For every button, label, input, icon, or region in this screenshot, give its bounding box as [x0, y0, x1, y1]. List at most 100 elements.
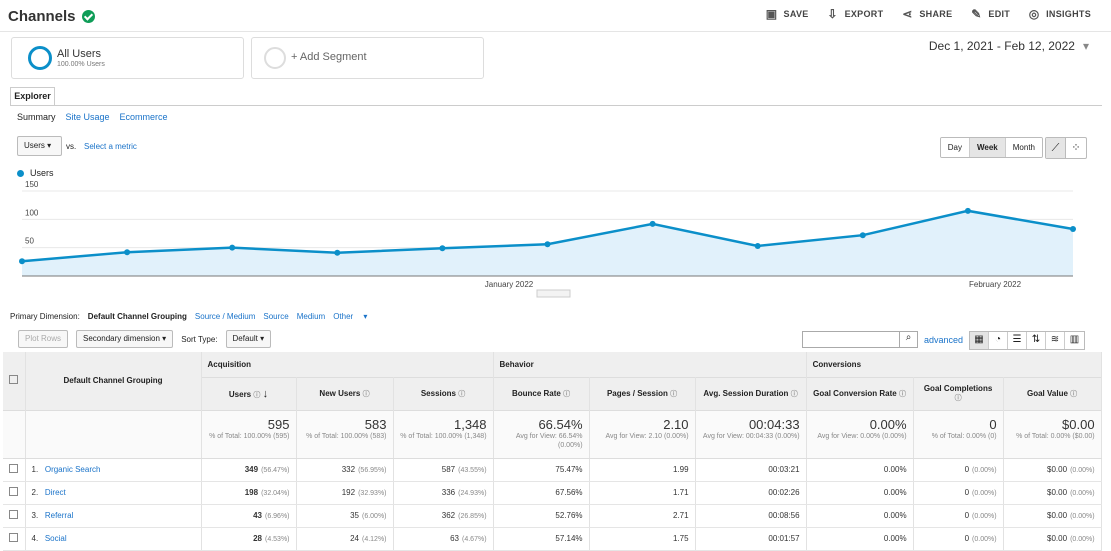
data-point	[859, 232, 866, 239]
day-button[interactable]: Day	[940, 138, 970, 157]
x-tick-label: January 2022	[485, 280, 534, 289]
column-header-7[interactable]: Goal Completions ⓘ	[913, 376, 1004, 410]
comparison-view-icon[interactable]: ⇅	[1027, 332, 1046, 349]
help-icon[interactable]: ⓘ	[362, 390, 370, 398]
conversions-header: Conversions	[806, 352, 1102, 377]
plot-rows-button[interactable]: Plot Rows	[18, 330, 69, 348]
help-icon[interactable]: ⓘ	[458, 390, 466, 398]
subnav: Summary Site Usage Ecommerce	[17, 112, 178, 122]
column-header-4[interactable]: Pages / Session ⓘ	[589, 376, 696, 410]
segment-all-users[interactable]: All Users 100.00% Users	[11, 37, 244, 79]
totals-row: 595% of Total: 100.00% (595) 583% of Tota…	[3, 409, 1102, 459]
total-cell: 2.10 Avg for View: 2.10 (0.00%)	[589, 409, 696, 459]
row-checkbox[interactable]	[9, 487, 19, 496]
metric-select[interactable]: Users ▾	[17, 136, 62, 156]
data-view-icon[interactable]: ▦	[970, 332, 989, 349]
column-header-8[interactable]: Goal Value ⓘ	[1003, 376, 1102, 410]
column-header-6[interactable]: Goal Conversion Rate ⓘ	[806, 376, 914, 410]
table-view-toggle: ▦ ◔ ☰ ⇅ ≋ ▥	[969, 331, 1085, 350]
dimension-source[interactable]: Source	[263, 312, 289, 321]
export-button[interactable]: ⇩ EXPORT	[827, 7, 884, 21]
data-point	[1070, 225, 1076, 232]
table-row: 3. Referral 43 (6.96%) 35 (6.00%) 362 (26.85%)…	[3, 504, 1102, 528]
acquisition-header: Acquisition	[201, 352, 494, 377]
x-tick-label: February 2022	[969, 280, 1022, 289]
tab-divider	[10, 105, 1102, 106]
help-icon[interactable]: ⓘ	[954, 395, 962, 402]
search-icon[interactable]: ⌕	[899, 332, 917, 347]
download-icon: ⇩	[827, 7, 838, 21]
data-point	[229, 244, 236, 251]
column-header-0[interactable]: Users ⓘ ↓	[201, 376, 297, 410]
line-chart: 150 100 50 January 2022 February 2022	[19, 180, 1076, 298]
data-point	[544, 241, 551, 248]
total-cell: 595% of Total: 100.00% (595)	[201, 409, 297, 459]
add-segment-button[interactable]: + Add Segment	[251, 37, 484, 79]
data-table: Default Channel Grouping Acquisition Behav…	[3, 352, 1102, 551]
channel-link[interactable]: Organic Search	[44, 465, 101, 474]
motion-chart-icon[interactable]: ⁘	[1071, 142, 1081, 154]
advanced-link[interactable]: advanced	[924, 335, 964, 345]
help-icon[interactable]: ⓘ	[1070, 390, 1078, 398]
column-header-2[interactable]: Sessions ⓘ	[393, 376, 494, 410]
column-header-1[interactable]: New Users ⓘ	[296, 376, 394, 410]
column-header-3[interactable]: Bounce Rate ⓘ	[493, 376, 590, 410]
y-tick-label: 100	[25, 208, 39, 217]
help-icon[interactable]: ⓘ	[563, 390, 571, 398]
channel-link[interactable]: Referral	[44, 511, 74, 520]
pie-view-icon[interactable]: ◔	[989, 332, 1008, 349]
select-metric-link[interactable]: Select a metric	[84, 142, 137, 151]
date-range-picker[interactable]: Dec 1, 2021 - Feb 12, 2022	[929, 39, 1089, 53]
data-point	[334, 249, 341, 256]
column-header-5[interactable]: Avg. Session Duration ⓘ	[695, 376, 807, 410]
edit-button[interactable]: ✎ EDIT	[971, 7, 1011, 21]
help-icon[interactable]: ⓘ	[253, 391, 261, 399]
legend-dot	[17, 169, 24, 177]
performance-view-icon[interactable]: ☰	[1008, 332, 1027, 349]
data-point	[964, 207, 971, 214]
insights-button[interactable]: ◎ INSIGHTS	[1028, 7, 1091, 21]
share-button[interactable]: ⋖ SHARE	[902, 7, 953, 21]
sort-type-select[interactable]: Default ▾	[225, 330, 272, 348]
save-icon: ▣	[765, 7, 778, 21]
segment-ring-icon	[28, 46, 52, 70]
total-cell: 66.54% Avg for View: 66.54% (0.00%)	[493, 409, 590, 459]
page-title-text: Channels	[8, 8, 76, 25]
pivot-view-icon[interactable]: ▥	[1069, 334, 1080, 345]
line-chart-icon[interactable]: ⟋	[1046, 138, 1066, 158]
channel-link[interactable]: Social	[44, 534, 67, 543]
week-button[interactable]: Week	[970, 138, 1006, 157]
table-row: 2. Direct 198 (32.04%) 192 (32.93%) 336 (24.93…	[3, 481, 1102, 505]
select-all-checkbox[interactable]	[9, 375, 19, 385]
secondary-dimension-select[interactable]: Secondary dimension ▾	[76, 330, 174, 348]
dimension-default-channel[interactable]: Default Channel Grouping	[87, 312, 187, 321]
help-icon[interactable]: ⓘ	[670, 390, 678, 398]
subnav-summary[interactable]: Summary	[17, 112, 56, 122]
total-cell: 583% of Total: 100.00% (583)	[296, 409, 394, 459]
empty-segment-icon	[264, 47, 286, 69]
month-button[interactable]: Month	[1005, 138, 1042, 157]
row-checkbox[interactable]	[9, 510, 19, 519]
total-cell: 0% of Total: 0.00% (0)	[913, 409, 1004, 459]
table-search-input[interactable]: ⌕	[802, 331, 918, 348]
y-tick-label: 150	[25, 180, 39, 189]
tab-explorer[interactable]: Explorer	[10, 87, 55, 106]
subnav-ecommerce[interactable]: Ecommerce	[119, 112, 168, 122]
row-checkbox[interactable]	[9, 464, 19, 473]
help-icon[interactable]: ⓘ	[790, 390, 798, 398]
dimension-medium[interactable]: Medium	[296, 312, 326, 321]
sort-arrow-icon[interactable]: ↓	[262, 387, 269, 400]
channel-link[interactable]: Direct	[44, 488, 66, 497]
dimension-other[interactable]: Other ▾	[333, 312, 368, 321]
area-fill	[22, 210, 1073, 276]
save-button[interactable]: ▣ SAVE	[765, 7, 809, 21]
term-cloud-icon[interactable]: ≋	[1046, 332, 1065, 349]
subnav-site-usage[interactable]: Site Usage	[65, 112, 110, 122]
help-icon[interactable]: ⓘ	[898, 390, 906, 398]
data-point	[439, 245, 446, 252]
row-checkbox[interactable]	[9, 533, 19, 542]
vs-label: vs.	[66, 142, 77, 151]
channel-grouping-header: Default Channel Grouping	[25, 352, 202, 410]
dimension-source-medium[interactable]: Source / Medium	[194, 312, 256, 321]
insights-icon: ◎	[1028, 7, 1040, 21]
